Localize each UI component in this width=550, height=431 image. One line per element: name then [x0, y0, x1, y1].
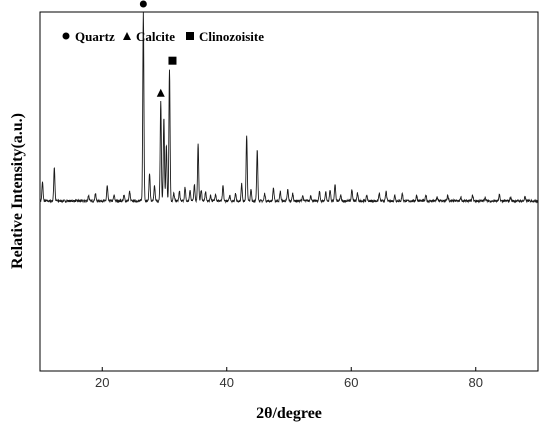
x-axis-ticks: 20 40 60 80: [95, 367, 483, 390]
legend-triangle-icon: [123, 32, 131, 40]
y-axis-title: Relative Intensity(a.u.): [9, 113, 26, 269]
x-tick-label: 60: [344, 375, 358, 390]
legend-circle-icon: [62, 32, 70, 40]
xrd-pattern-line: [39, 12, 539, 204]
calcite-peak-marker: [156, 88, 165, 97]
legend-label-quartz: Quartz: [75, 29, 115, 44]
plot-frame: [39, 11, 539, 372]
quartz-peak-marker: [139, 0, 147, 8]
legend: Quartz Calcite Clinozoisite: [62, 29, 264, 44]
x-axis-title: 2θ/degree: [256, 405, 322, 422]
legend-label-clinozoisite: Clinozoisite: [199, 29, 264, 44]
x-tick-label: 40: [220, 375, 234, 390]
x-tick-label: 20: [95, 375, 109, 390]
legend-square-icon: [186, 32, 194, 40]
phase-markers: [139, 0, 177, 97]
clinozoisite-peak-marker: [168, 56, 177, 65]
legend-label-calcite: Calcite: [136, 29, 175, 44]
x-tick-label: 80: [469, 375, 483, 390]
